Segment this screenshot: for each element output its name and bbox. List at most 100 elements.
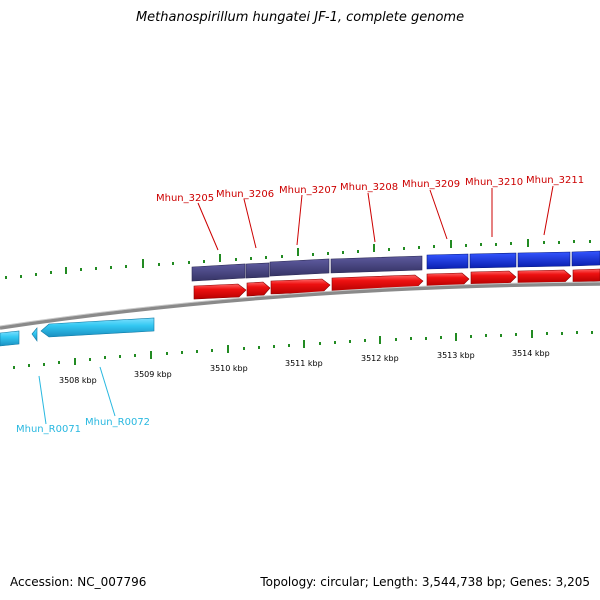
tick [480,243,482,246]
rna-feature[interactable] [31,327,38,342]
accession-value: NC_007796 [77,575,147,589]
tick [465,244,467,247]
gene-label[interactable]: Mhun_3209 [402,179,460,190]
tick [65,267,67,274]
cds-feature[interactable] [269,258,330,277]
cds-feature[interactable] [469,252,517,269]
length-value: 3,544,738 bp [421,575,502,589]
tick [188,261,190,264]
tick [425,337,427,340]
tick [495,243,497,246]
tick [450,240,452,248]
leader-line [197,202,219,251]
tick [235,258,237,261]
kbp-label: 3508 kbp [59,376,97,385]
tick [527,239,529,247]
tick [558,241,560,244]
tick [312,253,314,256]
tick [531,330,533,338]
tick [181,351,183,354]
tick [485,334,487,337]
leader-line [296,194,303,246]
cds-arrow[interactable] [193,283,247,300]
cds-feature[interactable] [245,262,270,279]
tick [172,262,174,265]
tick [158,263,160,266]
rna-feature[interactable] [40,317,155,338]
cds-arrow[interactable] [470,270,517,285]
tick [250,257,252,260]
tick [573,240,575,243]
tick [211,349,213,352]
kbp-scale-labels: 3508 kbp 3509 kbp 3510 kbp 3511 kbp 3512… [59,349,550,385]
kbp-label: 3510 kbp [210,364,248,373]
kbp-label: 3512 kbp [361,354,399,363]
gene-label[interactable]: Mhun_3205 [156,193,214,204]
tick [589,240,591,243]
leader-line [38,375,47,425]
genome-backbone-highlight [0,281,600,327]
leader-line [429,189,448,240]
rna-label[interactable]: Mhun_R0072 [85,417,150,428]
tick [576,331,578,334]
tick [134,354,136,357]
tick [243,347,245,350]
tick [470,335,472,338]
tick [258,346,260,349]
gene-label[interactable]: Mhun_3207 [279,185,337,196]
tick [265,256,267,259]
tick [95,267,97,270]
genes-value: 3,205 [555,575,590,589]
tick [150,351,152,359]
cds-feature[interactable] [330,255,423,274]
tick [515,333,517,336]
tick [196,350,198,353]
leader-line [99,366,116,417]
tick [319,342,321,345]
topology-value: circular [320,575,365,589]
gene-label[interactable]: Mhun_3206 [216,189,274,200]
cds-arrow[interactable] [426,272,470,287]
cds-arrow[interactable] [572,268,600,283]
tick [546,332,548,335]
cds-arrow[interactable] [246,281,271,297]
genome-backbone [0,282,600,330]
tick [281,255,283,258]
gene-label[interactable]: Mhun_3210 [465,177,523,188]
accession-label: Accession: [10,575,74,589]
gene-leader-lines [197,185,554,251]
tick [561,332,563,335]
leader-line [243,198,257,249]
tick [364,339,366,342]
rna-label[interactable]: Mhun_R0071 [16,424,81,435]
tick [219,254,221,262]
rna-feature[interactable] [0,330,20,347]
gene-labels: Mhun_3205 Mhun_3206 Mhun_3207 Mhun_3208 … [156,175,584,204]
tick [110,266,112,269]
kbp-label: 3513 kbp [437,351,475,360]
cds-arrow[interactable] [270,278,331,295]
tick [418,246,420,249]
tick [43,363,45,366]
upper-tick-row [5,239,591,279]
tick [125,265,127,268]
tick [395,338,397,341]
length-label: Length: [372,575,419,589]
cds-feature[interactable] [517,251,571,268]
gene-label[interactable]: Mhun_3208 [340,182,398,193]
tick [500,334,502,337]
genome-summary: Topology: circular; Length: 3,544,738 bp… [260,575,590,589]
tick [5,276,7,279]
tick [342,251,344,254]
gene-label[interactable]: Mhun_3211 [526,175,584,186]
topology-label: Topology: [260,575,317,589]
tick [288,344,290,347]
tick [89,358,91,361]
tick [20,275,22,278]
cds-feature[interactable] [571,250,600,267]
cds-arrow[interactable] [517,269,572,284]
map-title: Methanospirillum hungatei JF-1, complete… [135,10,465,25]
cds-feature[interactable] [191,263,246,282]
cds-feature[interactable] [426,253,469,270]
